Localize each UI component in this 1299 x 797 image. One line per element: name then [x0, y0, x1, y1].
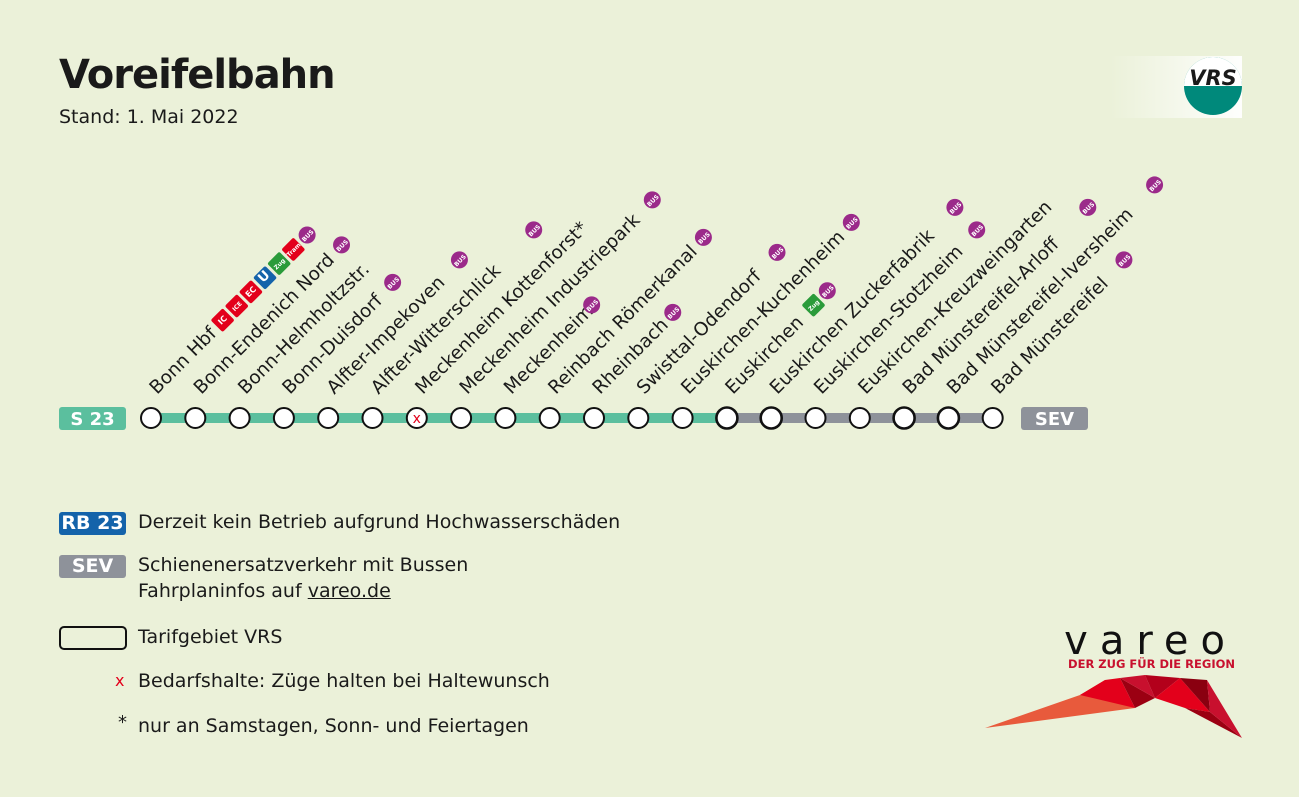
station-dot[interactable] — [804, 407, 827, 429]
legend-demand-symbol: x — [115, 671, 125, 690]
sev-badge — [1021, 407, 1088, 430]
status-date: Stand: 1. Mai 2022 — [59, 106, 239, 128]
ec-icon: EC — [239, 280, 263, 304]
station-dot[interactable] — [228, 407, 251, 429]
vareo-slogan: DER ZUG FÜR DIE REGION — [1068, 657, 1235, 671]
station-dot[interactable] — [405, 407, 428, 429]
station-dot[interactable] — [317, 407, 340, 429]
line-badge-label: S 23 — [70, 409, 114, 430]
station-dot[interactable] — [140, 407, 162, 429]
zug-icon: Zug — [802, 294, 825, 317]
bus-icon: BUS — [946, 198, 964, 216]
legend-sev-info: Fahrplaninfos auf vareo.de — [138, 580, 391, 602]
bus-icon: BUS — [694, 228, 712, 246]
bus-icon: BUS — [525, 221, 543, 239]
tram-icon: Tram — [282, 238, 305, 261]
legend-demand-text: Bedarfshalte: Züge halten bei Haltewunsc… — [138, 670, 550, 692]
ice-icon: ICE — [225, 294, 248, 318]
legend-sev-badge: SEV — [59, 555, 126, 578]
bus-icon: BUS — [818, 282, 836, 300]
station-dot[interactable] — [450, 407, 473, 429]
legend-sev-info-prefix: Fahrplaninfos auf — [138, 580, 308, 602]
station-dot[interactable] — [184, 407, 207, 429]
bus-icon: BUS — [1146, 176, 1164, 194]
bus-icon: BUS — [384, 273, 402, 291]
legend-rb-text: Derzeit kein Betrieb aufgrund Hochwasser… — [138, 511, 621, 533]
vareo-link[interactable]: vareo.de — [307, 580, 391, 602]
legend-sev-text: Schienenersatzverkehr mit Bussen — [138, 554, 469, 576]
station-dot[interactable] — [627, 407, 650, 429]
stops: Bonn HbfICICEECUZugTramBUSBonn-Endenich … — [140, 176, 1164, 430]
zug-icon: Zug — [267, 252, 291, 275]
station-dot[interactable] — [981, 407, 1004, 429]
station-dot[interactable] — [583, 407, 605, 429]
bus-icon: BUS — [842, 213, 860, 231]
bus-icon: BUS — [333, 236, 351, 254]
station-dot[interactable] — [671, 407, 694, 429]
station-dot[interactable] — [759, 406, 784, 430]
station-dot[interactable] — [715, 406, 739, 430]
u-icon: U — [253, 266, 277, 289]
demand-stop-marker: x — [413, 411, 421, 427]
station-dot[interactable] — [272, 407, 295, 429]
legend-tarif-text: Tarifgebiet VRS — [138, 626, 283, 648]
sev-badge-label: SEV — [1035, 409, 1074, 430]
vareo-logo: vareo DER ZUG FÜR DIE REGION — [985, 618, 1245, 745]
vareo-wordmark: vareo — [1064, 618, 1237, 664]
page-title: Voreifelbahn — [59, 52, 336, 98]
bus-icon: BUS — [768, 243, 786, 261]
legend-tarif-symbol — [59, 626, 127, 650]
bus-icon: BUS — [664, 303, 682, 321]
vrs-logo: VRS — [1110, 56, 1242, 118]
ic-icon: IC — [211, 308, 234, 332]
station-dot[interactable] — [361, 407, 384, 429]
station-dot[interactable] — [936, 406, 961, 430]
line-badge-s23 — [59, 407, 126, 430]
bus-icon: BUS — [583, 296, 601, 314]
bus-icon: BUS — [968, 221, 986, 239]
station-dot[interactable] — [494, 407, 517, 429]
bus-icon: BUS — [1115, 251, 1133, 269]
vrs-logo-text: VRS — [1189, 66, 1237, 90]
station-dot[interactable] — [848, 407, 871, 429]
legend-rb-badge: RB 23 — [59, 512, 126, 535]
station-dot[interactable] — [892, 406, 916, 430]
bus-icon: BUS — [643, 191, 661, 209]
station-dot[interactable] — [538, 407, 561, 429]
vareo-mountain-graphic — [985, 675, 1242, 738]
legend-star-symbol: * — [118, 712, 127, 733]
legend-star-text: nur an Samstagen, Sonn- und Feiertagen — [138, 715, 529, 737]
bus-icon: BUS — [450, 251, 468, 269]
bus-icon: BUS — [298, 226, 316, 244]
bus-icon: BUS — [1079, 198, 1097, 216]
